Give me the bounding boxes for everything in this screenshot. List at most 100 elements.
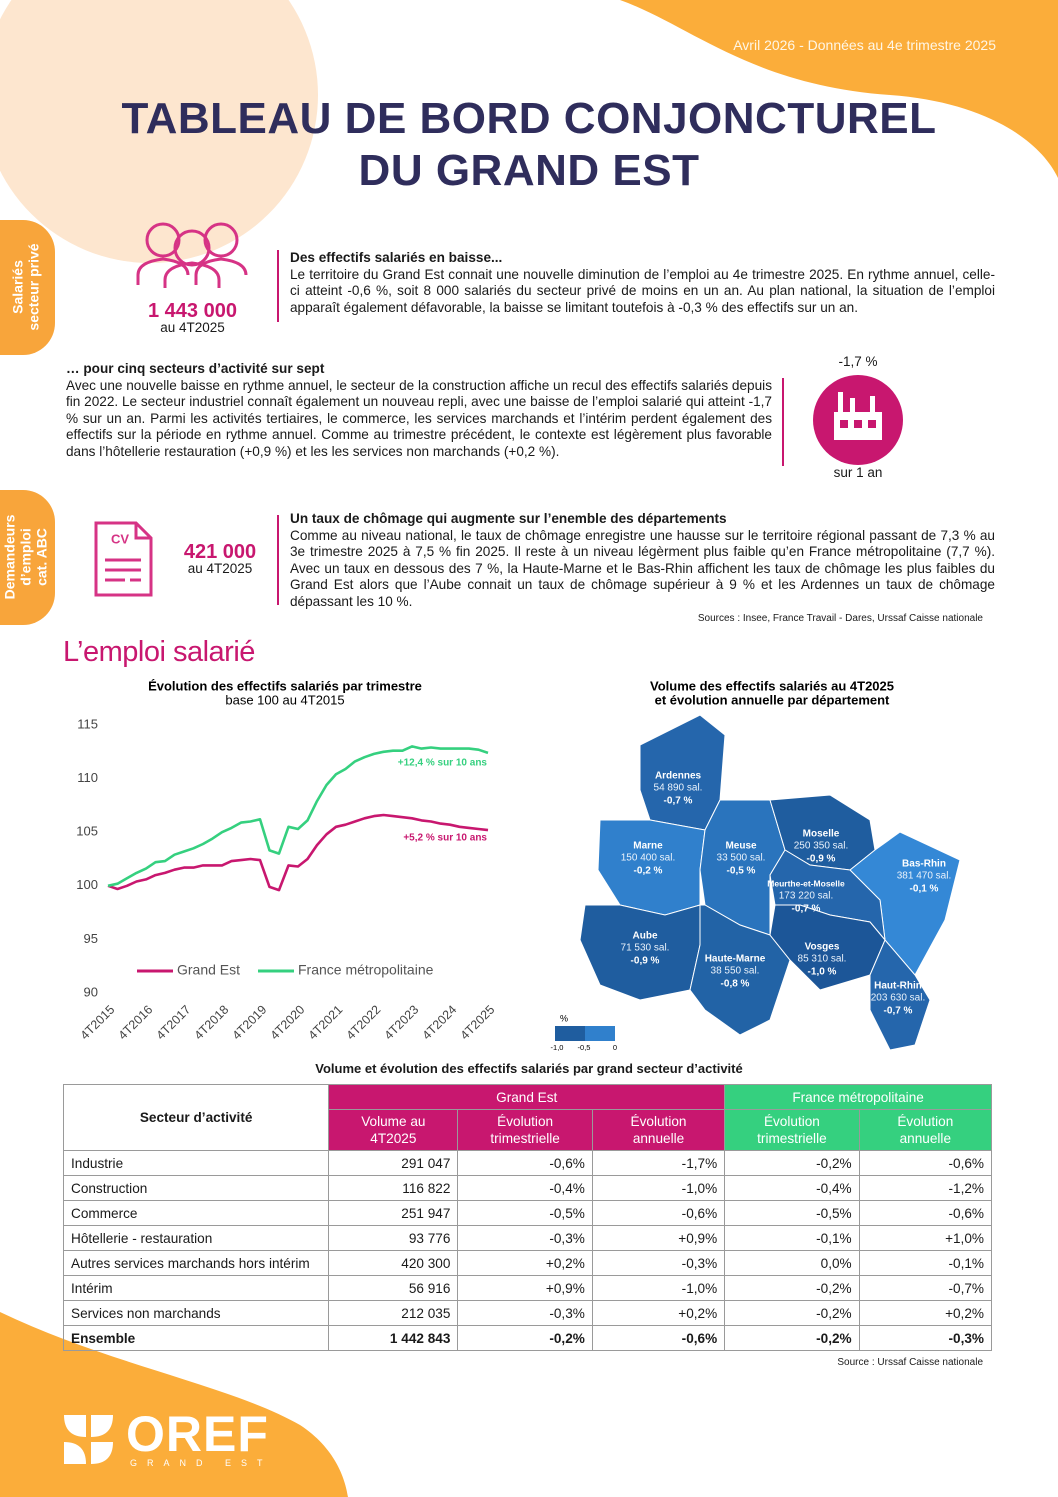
department-name: Marne — [633, 841, 663, 852]
table-row: Services non marchands 212 035 -0,3% +0,2% -… — [62, 1300, 993, 1326]
table-cell: -1,0% — [591, 1175, 726, 1201]
series-line — [107, 813, 489, 892]
department-shape — [689, 904, 791, 1036]
header-date: Avril 2026 - Données au 4e trimestre 202… — [733, 37, 996, 53]
paragraph: Avec une nouvelle baisse en rythme annue… — [66, 377, 772, 459]
department-volume: 85 310 sal. — [798, 954, 847, 965]
key-figure-label: sur 1 an — [833, 465, 883, 480]
table-cell: -1,0% — [591, 1275, 726, 1301]
legend-label: -0,5 — [578, 1043, 591, 1052]
decor-blob — [0, 1312, 348, 1497]
x-tick-label: 4T2024 — [420, 1003, 460, 1043]
table-cell: -0,4% — [457, 1175, 593, 1201]
table-cell: -0,5% — [457, 1200, 593, 1226]
table-cell: Services non marchands — [62, 1300, 330, 1326]
logo-mark — [64, 1415, 113, 1464]
map-title: et évolution annuelle par département — [655, 692, 890, 707]
table-cell: +0,2% — [858, 1300, 993, 1326]
table-cell: 93 776 — [328, 1225, 459, 1251]
department-volume: 71 530 sal. — [621, 943, 670, 954]
table-cell: -1,7% — [591, 1150, 726, 1176]
table-cell: -1,2% — [858, 1175, 993, 1201]
tab-labels: Salariés secteur privé Demandeurs d’emploi c… — [2, 243, 50, 599]
text-block: … pour cinq secteurs d’activité sur sept… — [66, 361, 772, 461]
line-chart: Évolution des effectifs salariés par tri… — [76, 678, 497, 1043]
tab — [0, 490, 55, 625]
heading: Un taux de chômage qui augmente sur l’en… — [290, 511, 727, 526]
department-volume: 203 630 sal. — [871, 993, 926, 1004]
tab — [0, 220, 55, 355]
group-header: Grand Est — [328, 1084, 726, 1110]
table-cell: +0,9% — [457, 1275, 593, 1301]
table-cell: -0,6% — [858, 1200, 993, 1226]
legend-label: France métropolitaine — [298, 962, 434, 978]
table-cell: -0,2% — [724, 1325, 860, 1351]
table-row: Hôtellerie - restauration 93 776 -0,3% +0,9… — [62, 1225, 993, 1251]
table-cell: -0,2% — [724, 1275, 860, 1301]
department-name: Aube — [633, 931, 658, 942]
legend-unit: % — [560, 1013, 568, 1023]
department-evolution: -0,8 % — [721, 979, 750, 990]
department-name: Haute-Marne — [705, 954, 766, 965]
table-cell: Autres services marchands hors intérim — [62, 1250, 330, 1276]
x-tick-label: 4T2021 — [306, 1003, 346, 1043]
table-cell: -0,6% — [591, 1200, 726, 1226]
tab-label: cat. ABC — [34, 528, 50, 586]
table-source: Source : Urssaf Caisse nationale — [837, 1357, 983, 1368]
column-header: Évolution trimestrielle — [724, 1109, 860, 1151]
y-tick-label: 105 — [76, 824, 98, 839]
department-shape — [869, 939, 931, 1051]
department-volume: 173 220 sal. — [779, 891, 834, 902]
department-name: Meuse — [725, 841, 757, 852]
tab-label: Demandeurs — [2, 514, 18, 599]
annotation: +12,4 % sur 10 ans — [398, 758, 488, 769]
table-cell: -0,6% — [858, 1150, 993, 1176]
key-figure: -1,7 % — [838, 354, 878, 369]
title-line: DU GRAND EST — [358, 146, 700, 195]
legend-swatch — [555, 1026, 585, 1041]
department-volume: 33 500 sal. — [717, 853, 766, 864]
department-volume: 54 890 sal. — [654, 783, 703, 794]
table-cell: Commerce — [62, 1200, 330, 1226]
table-cell: 0,0% — [724, 1250, 860, 1276]
legend-label: -1,0 — [551, 1043, 564, 1052]
table-cell: -0,2% — [724, 1300, 860, 1326]
department-volume: 381 470 sal. — [897, 871, 952, 882]
logo-tagline: GRAND EST — [130, 1458, 273, 1468]
tab-label: d’emploi — [18, 528, 34, 586]
column-header: Volume au 4T2025 — [328, 1109, 459, 1151]
header-row: Secteur d’activité Grand Est France métrop… — [62, 1084, 992, 1151]
table-cell: -0,6% — [457, 1150, 593, 1176]
y-tick-label: 100 — [76, 877, 98, 892]
x-tick-label: 4T2020 — [268, 1003, 308, 1043]
separator — [782, 378, 784, 466]
column-header: Évolution annuelle — [591, 1109, 726, 1151]
map: Volume des effectifs salariés au 4T2025e… — [551, 678, 961, 1052]
cv-icon-text: CV — [111, 531, 129, 546]
table-cell: Hôtellerie - restauration — [62, 1225, 330, 1251]
table-cell: -0,1% — [858, 1250, 993, 1276]
table-row: Ensemble 1 442 843 -0,2% -0,6% -0,2% -0,3% — [62, 1325, 993, 1351]
table-cell: -0,6% — [591, 1325, 726, 1351]
y-tick-label: 90 — [84, 984, 98, 999]
chart-title: Évolution des effectifs salariés par tri… — [148, 678, 422, 693]
x-tick-label: 4T2018 — [192, 1003, 232, 1043]
table-cell: -0,3% — [457, 1300, 593, 1326]
department-name: Vosges — [805, 942, 840, 953]
table-cell: 291 047 — [328, 1150, 459, 1176]
x-tick-label: 4T2022 — [344, 1003, 384, 1043]
logo: OREF — [126, 1406, 269, 1462]
text-block: Des effectifs salariés en baisse... Le te… — [290, 250, 995, 316]
title-line: TABLEAU DE BORD CONJONCTUREL — [121, 94, 937, 143]
department-name: Haut-Rhin — [874, 981, 922, 992]
key-figure: 421 000 — [183, 541, 257, 563]
department-evolution: -0,1 % — [910, 884, 939, 895]
department-evolution: -0,2 % — [634, 866, 663, 877]
table-cell: +0,2% — [457, 1250, 593, 1276]
table-cell: 116 822 — [328, 1175, 459, 1201]
heading: Des effectifs salariés en baisse... — [290, 250, 503, 265]
paragraph: Comme au niveau national, le taux de chô… — [290, 527, 995, 609]
x-tick-label: 4T2015 — [78, 1003, 118, 1043]
key-figure-label: au 4T2025 — [187, 561, 253, 576]
